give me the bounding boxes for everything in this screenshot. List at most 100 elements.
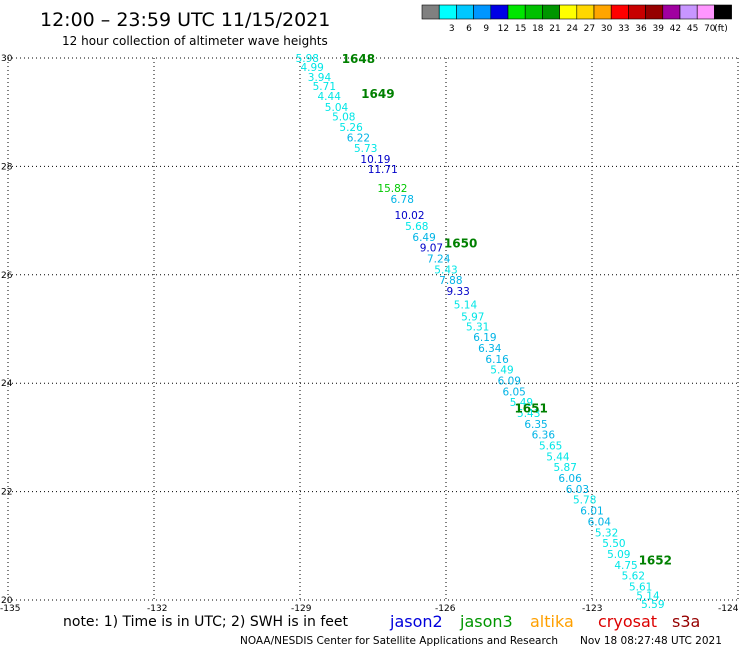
data-point-label: 7.88 [439, 275, 462, 287]
data-point-label: 10.02 [394, 210, 424, 222]
data-point-label: 5.61 [629, 581, 652, 593]
data-point-label: 6.35 [524, 419, 547, 431]
y-tick-label: 26 [1, 271, 13, 281]
data-point-label: 3.94 [308, 72, 332, 84]
data-point-label: 5.08 [332, 112, 355, 124]
data-point-label: 5.65 [539, 441, 562, 453]
time-labels: 1648 1649 1650 1651 1652 [342, 52, 672, 567]
color-scale-swatch [559, 4, 578, 20]
data-point-label: 4.99 [300, 62, 323, 74]
data-point-label: 5.71 [313, 81, 336, 93]
color-scale-swatch [542, 4, 560, 20]
color-scale-label: 33 [618, 24, 629, 34]
data-point-label: 7.24 [427, 254, 451, 266]
color-scale-swatch [524, 4, 543, 20]
color-scale-label: 42 [670, 24, 681, 34]
data-points: 5.984.993.945.714.445.045.085.266.225.73… [296, 53, 665, 611]
color-scale-swatch [456, 4, 474, 20]
y-tick-label: 28 [1, 162, 13, 172]
data-point-label: 6.36 [532, 430, 556, 442]
satellite-legend-jason3: jason3 [459, 612, 513, 631]
data-point-label: 6.04 [588, 516, 612, 528]
data-point-label: 9.33 [446, 286, 469, 298]
time-label: 1649 [361, 87, 394, 101]
color-scale-label: 3 [449, 24, 455, 34]
x-tick-label: -123 [582, 604, 602, 614]
time-label: 1650 [444, 236, 477, 250]
data-point-label: 5.09 [607, 549, 630, 561]
data-point-label: 5.43 [517, 408, 540, 420]
note-text: note: 1) Time is in UTC; 2) SWH is in fe… [63, 614, 349, 630]
x-tick-label: -126 [435, 604, 456, 614]
x-tick-label: -135 [0, 604, 20, 614]
x-axis-tick-labels: -135 -132 -129 -126 -123 -124 [0, 604, 739, 614]
satellite-legend-jason2: jason2 [389, 612, 443, 631]
data-point-label: 5.49 [490, 365, 513, 377]
satellite-legend-s3a: s3a [672, 612, 700, 631]
footer-timestamp: Nov 18 08:27:48 UTC 2021 [580, 635, 722, 647]
color-scale-legend: 3 6 9 12 15 18 21 24 27 30 33 36 39 42 45 70(ft) [421, 4, 732, 34]
data-point-label: 5.04 [325, 102, 349, 114]
data-point-label: 4.75 [614, 560, 637, 572]
color-scale-swatch [421, 4, 440, 20]
x-tick-label: -124 [718, 604, 739, 614]
data-point-label: 6.19 [473, 332, 496, 344]
time-label: 1651 [514, 402, 547, 416]
color-scale-swatch [490, 4, 509, 20]
data-point-label: 5.59 [641, 599, 664, 611]
color-scale-label: 24 [566, 24, 578, 34]
time-label: 1648 [342, 52, 375, 66]
data-point-label: 6.05 [502, 386, 525, 398]
color-scale-swatch [662, 4, 681, 20]
data-point-label: 5.43 [434, 264, 457, 276]
color-scale-unit: (ft) [714, 24, 728, 34]
satellite-legend-altika: altika [530, 612, 574, 631]
x-tick-label: -129 [291, 604, 312, 614]
color-scale-label: 21 [549, 24, 560, 34]
data-point-label: 6.01 [580, 506, 603, 518]
data-point-label: 4.44 [318, 91, 342, 103]
data-point-label: 5.68 [405, 221, 428, 233]
data-point-label: 5.62 [622, 571, 645, 583]
data-point-label: 11.71 [368, 164, 398, 176]
color-scale-swatch [610, 4, 629, 20]
color-scale-label: 45 [687, 24, 698, 34]
color-scale-label: 39 [652, 24, 664, 34]
data-point-label: 6.34 [478, 343, 502, 355]
color-scale-label: 18 [532, 24, 544, 34]
chart-title: 12:00 – 23:59 UTC 11/15/2021 [40, 9, 330, 31]
time-label: 1652 [639, 553, 672, 567]
data-point-label: 6.78 [391, 194, 414, 206]
satellite-legend-cryosat: cryosat [598, 612, 657, 631]
color-scale-swatch [593, 4, 612, 20]
color-scale-label: 15 [515, 24, 526, 34]
data-point-label: 5.14 [636, 591, 660, 603]
y-tick-label: 20 [1, 596, 13, 606]
color-scale-swatch [576, 4, 595, 20]
y-axis-tick-labels: 30 28 26 24 22 20 [1, 54, 13, 606]
satellite-legend: jason2 jason3 altika cryosat s3a [389, 612, 700, 631]
data-point-label: 5.26 [339, 122, 363, 134]
color-scale-label: 6 [466, 24, 472, 34]
color-scale-label: 36 [635, 24, 647, 34]
color-scale-swatch [628, 4, 646, 20]
data-point-label: 5.73 [354, 143, 377, 155]
color-scale-label: 9 [483, 24, 489, 34]
data-point-label: 5.87 [554, 462, 577, 474]
color-scale-swatch [473, 4, 492, 20]
data-point-label: 6.06 [558, 473, 582, 485]
data-point-label: 5.49 [510, 397, 533, 409]
color-scale-swatch [696, 4, 715, 20]
data-point-label: 5.97 [461, 312, 484, 324]
data-point-label: 6.09 [498, 375, 521, 387]
x-tick-label: -132 [147, 604, 167, 614]
data-point-label: 6.16 [485, 354, 509, 366]
footer-credit: NOAA/NESDIS Center for Satellite Applica… [240, 635, 558, 647]
data-point-label: 5.31 [466, 321, 489, 333]
data-point-label: 6.49 [412, 232, 435, 244]
y-tick-label: 24 [1, 379, 13, 389]
data-point-label: 5.50 [602, 538, 625, 550]
y-tick-label: 22 [1, 488, 12, 498]
color-scale-label: 30 [601, 24, 613, 34]
